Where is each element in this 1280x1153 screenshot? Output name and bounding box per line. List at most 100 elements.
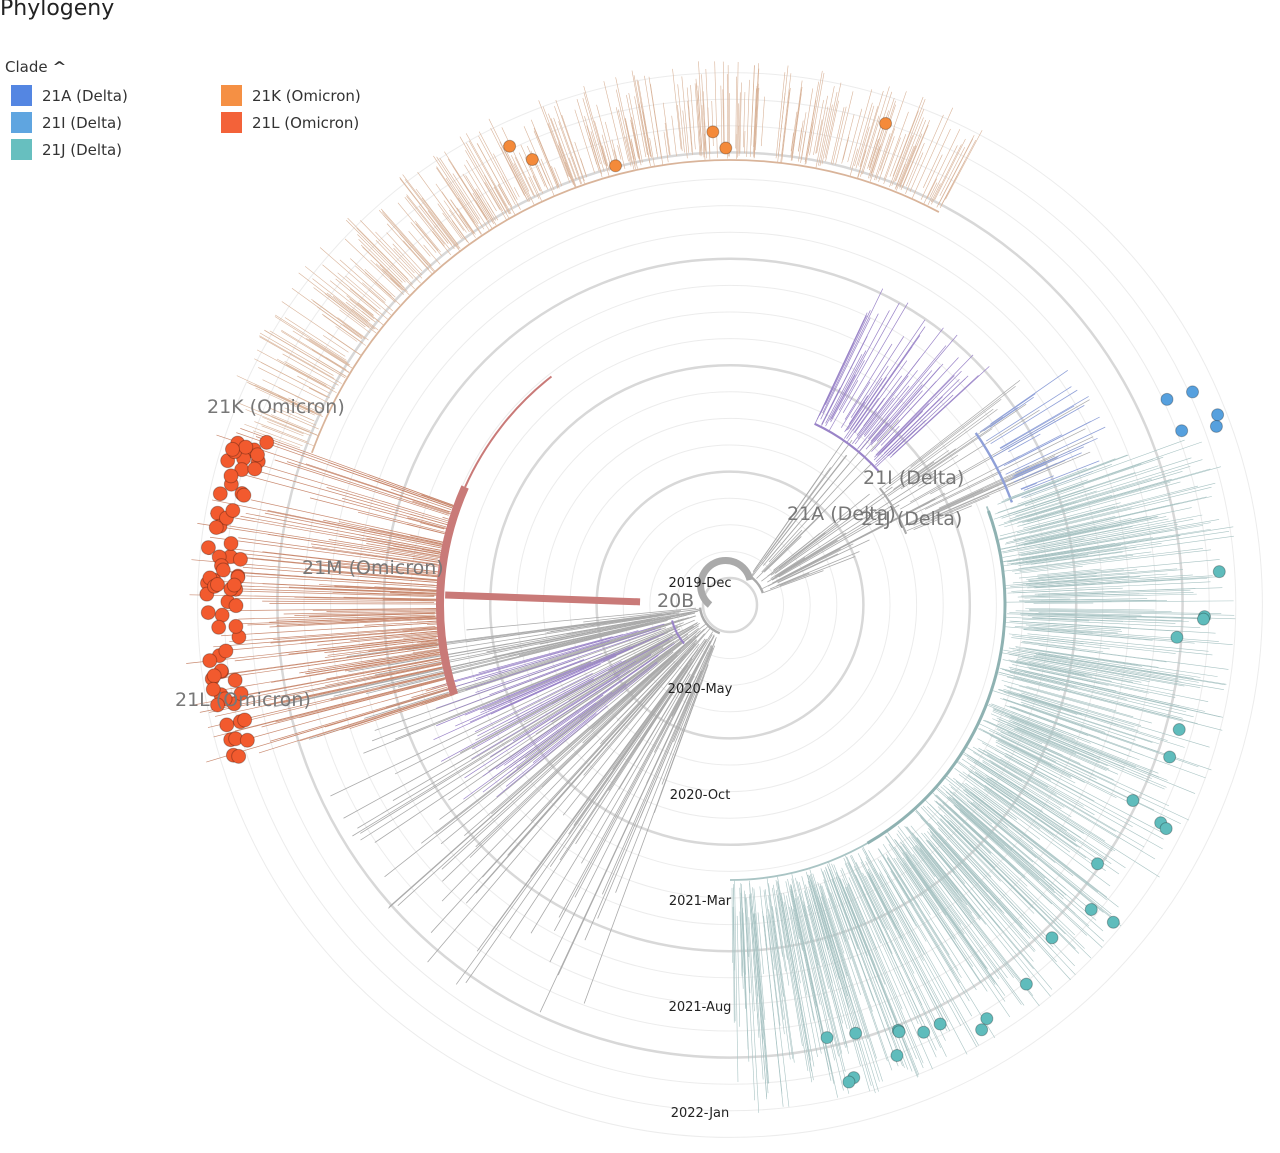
branch: [254, 358, 328, 397]
branch: [928, 828, 1005, 914]
branch: [491, 180, 506, 206]
branch: [868, 345, 947, 439]
branch: [539, 644, 712, 1013]
branch: [382, 599, 440, 601]
branch: [458, 190, 483, 227]
legend-item[interactable]: 21L (Omicron): [215, 109, 415, 136]
legend-item[interactable]: 21I (Delta): [5, 109, 215, 136]
branch: [998, 689, 1185, 748]
branch: [1017, 479, 1088, 505]
branch: [858, 334, 958, 452]
branch: [906, 826, 981, 920]
branch: [761, 455, 848, 565]
branch: [303, 588, 436, 595]
branch: [864, 327, 944, 431]
branch: [1007, 731, 1170, 807]
branch: [859, 883, 891, 951]
branch: [435, 183, 470, 233]
branch: [979, 727, 1129, 803]
branch: [355, 553, 440, 566]
branch: [1007, 454, 1128, 501]
tip-marker: [1126, 793, 1140, 807]
branch: [827, 888, 847, 943]
branch: [790, 906, 822, 1054]
branch: [1001, 669, 1077, 688]
branch: [638, 103, 650, 164]
tip-marker: [219, 717, 235, 733]
branch: [769, 914, 784, 1020]
branch: [279, 361, 337, 394]
branch: [697, 90, 703, 156]
branch: [1028, 637, 1084, 645]
branch: [475, 200, 490, 223]
legend-label: 21I (Delta): [42, 113, 123, 132]
branch: [733, 884, 735, 971]
branch: [1003, 528, 1211, 563]
grid-circle: [542, 417, 918, 793]
branch: [791, 93, 802, 161]
tip-marker: [224, 441, 240, 457]
branch: [601, 645, 713, 895]
branch: [284, 317, 346, 357]
branch: [952, 797, 1046, 879]
branch: [781, 89, 791, 157]
branch: [506, 661, 657, 779]
branch: [501, 665, 598, 710]
branch: [803, 904, 819, 966]
branch: [455, 647, 634, 727]
branch: [821, 896, 880, 1082]
branch: [996, 717, 1165, 790]
branch: [1009, 705, 1132, 751]
branch: [526, 145, 546, 187]
branch: [844, 863, 882, 944]
legend-item[interactable]: 21J (Delta): [5, 136, 215, 163]
branch: [742, 907, 750, 1062]
branch: [353, 651, 442, 667]
branch: [381, 211, 436, 272]
branch: [847, 883, 924, 1064]
branch: [1014, 676, 1198, 724]
branch: [759, 886, 784, 1107]
branch: [299, 679, 445, 718]
branch: [819, 883, 877, 1059]
branch: [603, 81, 626, 170]
legend-toggle[interactable]: Clade ^: [5, 58, 415, 76]
branch: [851, 854, 888, 930]
branch: [259, 335, 335, 379]
branch: [854, 102, 873, 167]
branch: [781, 87, 791, 163]
branch: [1015, 542, 1115, 560]
tip-marker: [1211, 408, 1225, 422]
branch: [958, 761, 1077, 843]
branch: [978, 723, 1097, 780]
chevron-up-icon[interactable]: ^: [51, 59, 67, 75]
branch: [829, 868, 905, 1068]
branch: [349, 288, 378, 312]
branch: [442, 212, 462, 240]
branch: [919, 848, 976, 920]
branch: [364, 268, 396, 298]
branch: [889, 868, 960, 983]
branch: [233, 456, 450, 522]
legend-item[interactable]: 21K (Omicron): [215, 82, 415, 109]
branch: [270, 688, 449, 742]
branch: [865, 857, 945, 1003]
legend-item[interactable]: 21A (Delta): [5, 82, 215, 109]
branch: [1023, 516, 1167, 546]
branch: [915, 810, 1017, 924]
branch: [705, 68, 711, 160]
branch: [1018, 551, 1152, 569]
branch: [642, 111, 652, 158]
grid-circle: [595, 470, 865, 740]
branch: [977, 750, 1116, 832]
branch: [1003, 546, 1099, 562]
branch: [918, 409, 1040, 487]
branch: [916, 489, 984, 521]
branch: [1027, 615, 1183, 622]
branch: [558, 145, 572, 181]
branch: [520, 144, 544, 194]
branch: [239, 615, 436, 625]
branch: [350, 258, 392, 297]
tip-marker: [917, 1025, 931, 1039]
